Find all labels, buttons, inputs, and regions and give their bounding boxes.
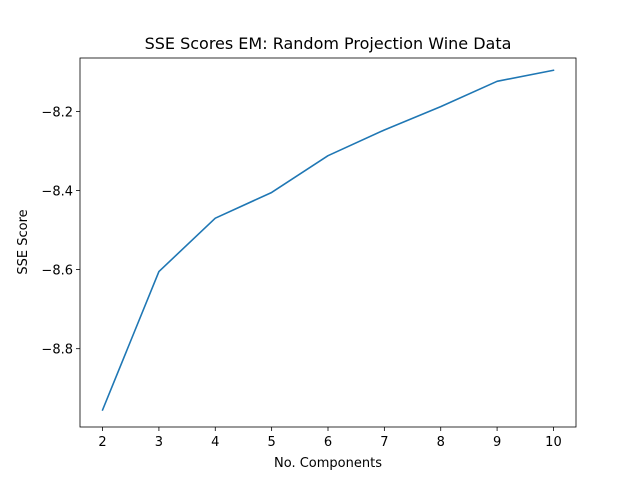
y-tick-label-2: −8.4: [41, 184, 73, 199]
x-tick-label-2: 2: [98, 435, 106, 450]
y-axis-label: SSE Score: [16, 209, 31, 274]
x-tick-label-5: 5: [267, 435, 275, 450]
x-tick-label-7: 7: [380, 435, 388, 450]
x-tick-label-3: 3: [155, 435, 163, 450]
x-tick-label-10: 10: [545, 435, 562, 450]
x-tick-label-4: 4: [211, 435, 219, 450]
y-tick-label-0: −8.8: [41, 343, 73, 358]
axes-frame: [79, 57, 577, 428]
x-axis-label: No. Components: [274, 456, 382, 471]
y-tick-label-3: −8.2: [41, 105, 73, 120]
chart-title: SSE Scores EM: Random Projection Wine Da…: [145, 34, 512, 53]
x-tick-label-8: 8: [437, 435, 445, 450]
x-tick-label-6: 6: [324, 435, 332, 450]
plot-area: 2 3 4 5 6 7 8 9 10 −8.8 −8.6 −8.4 −8.2: [41, 57, 577, 450]
x-tick-label-9: 9: [493, 435, 501, 450]
series-line-1: [101, 69, 555, 412]
y-tick-label-1: −8.6: [41, 264, 73, 279]
